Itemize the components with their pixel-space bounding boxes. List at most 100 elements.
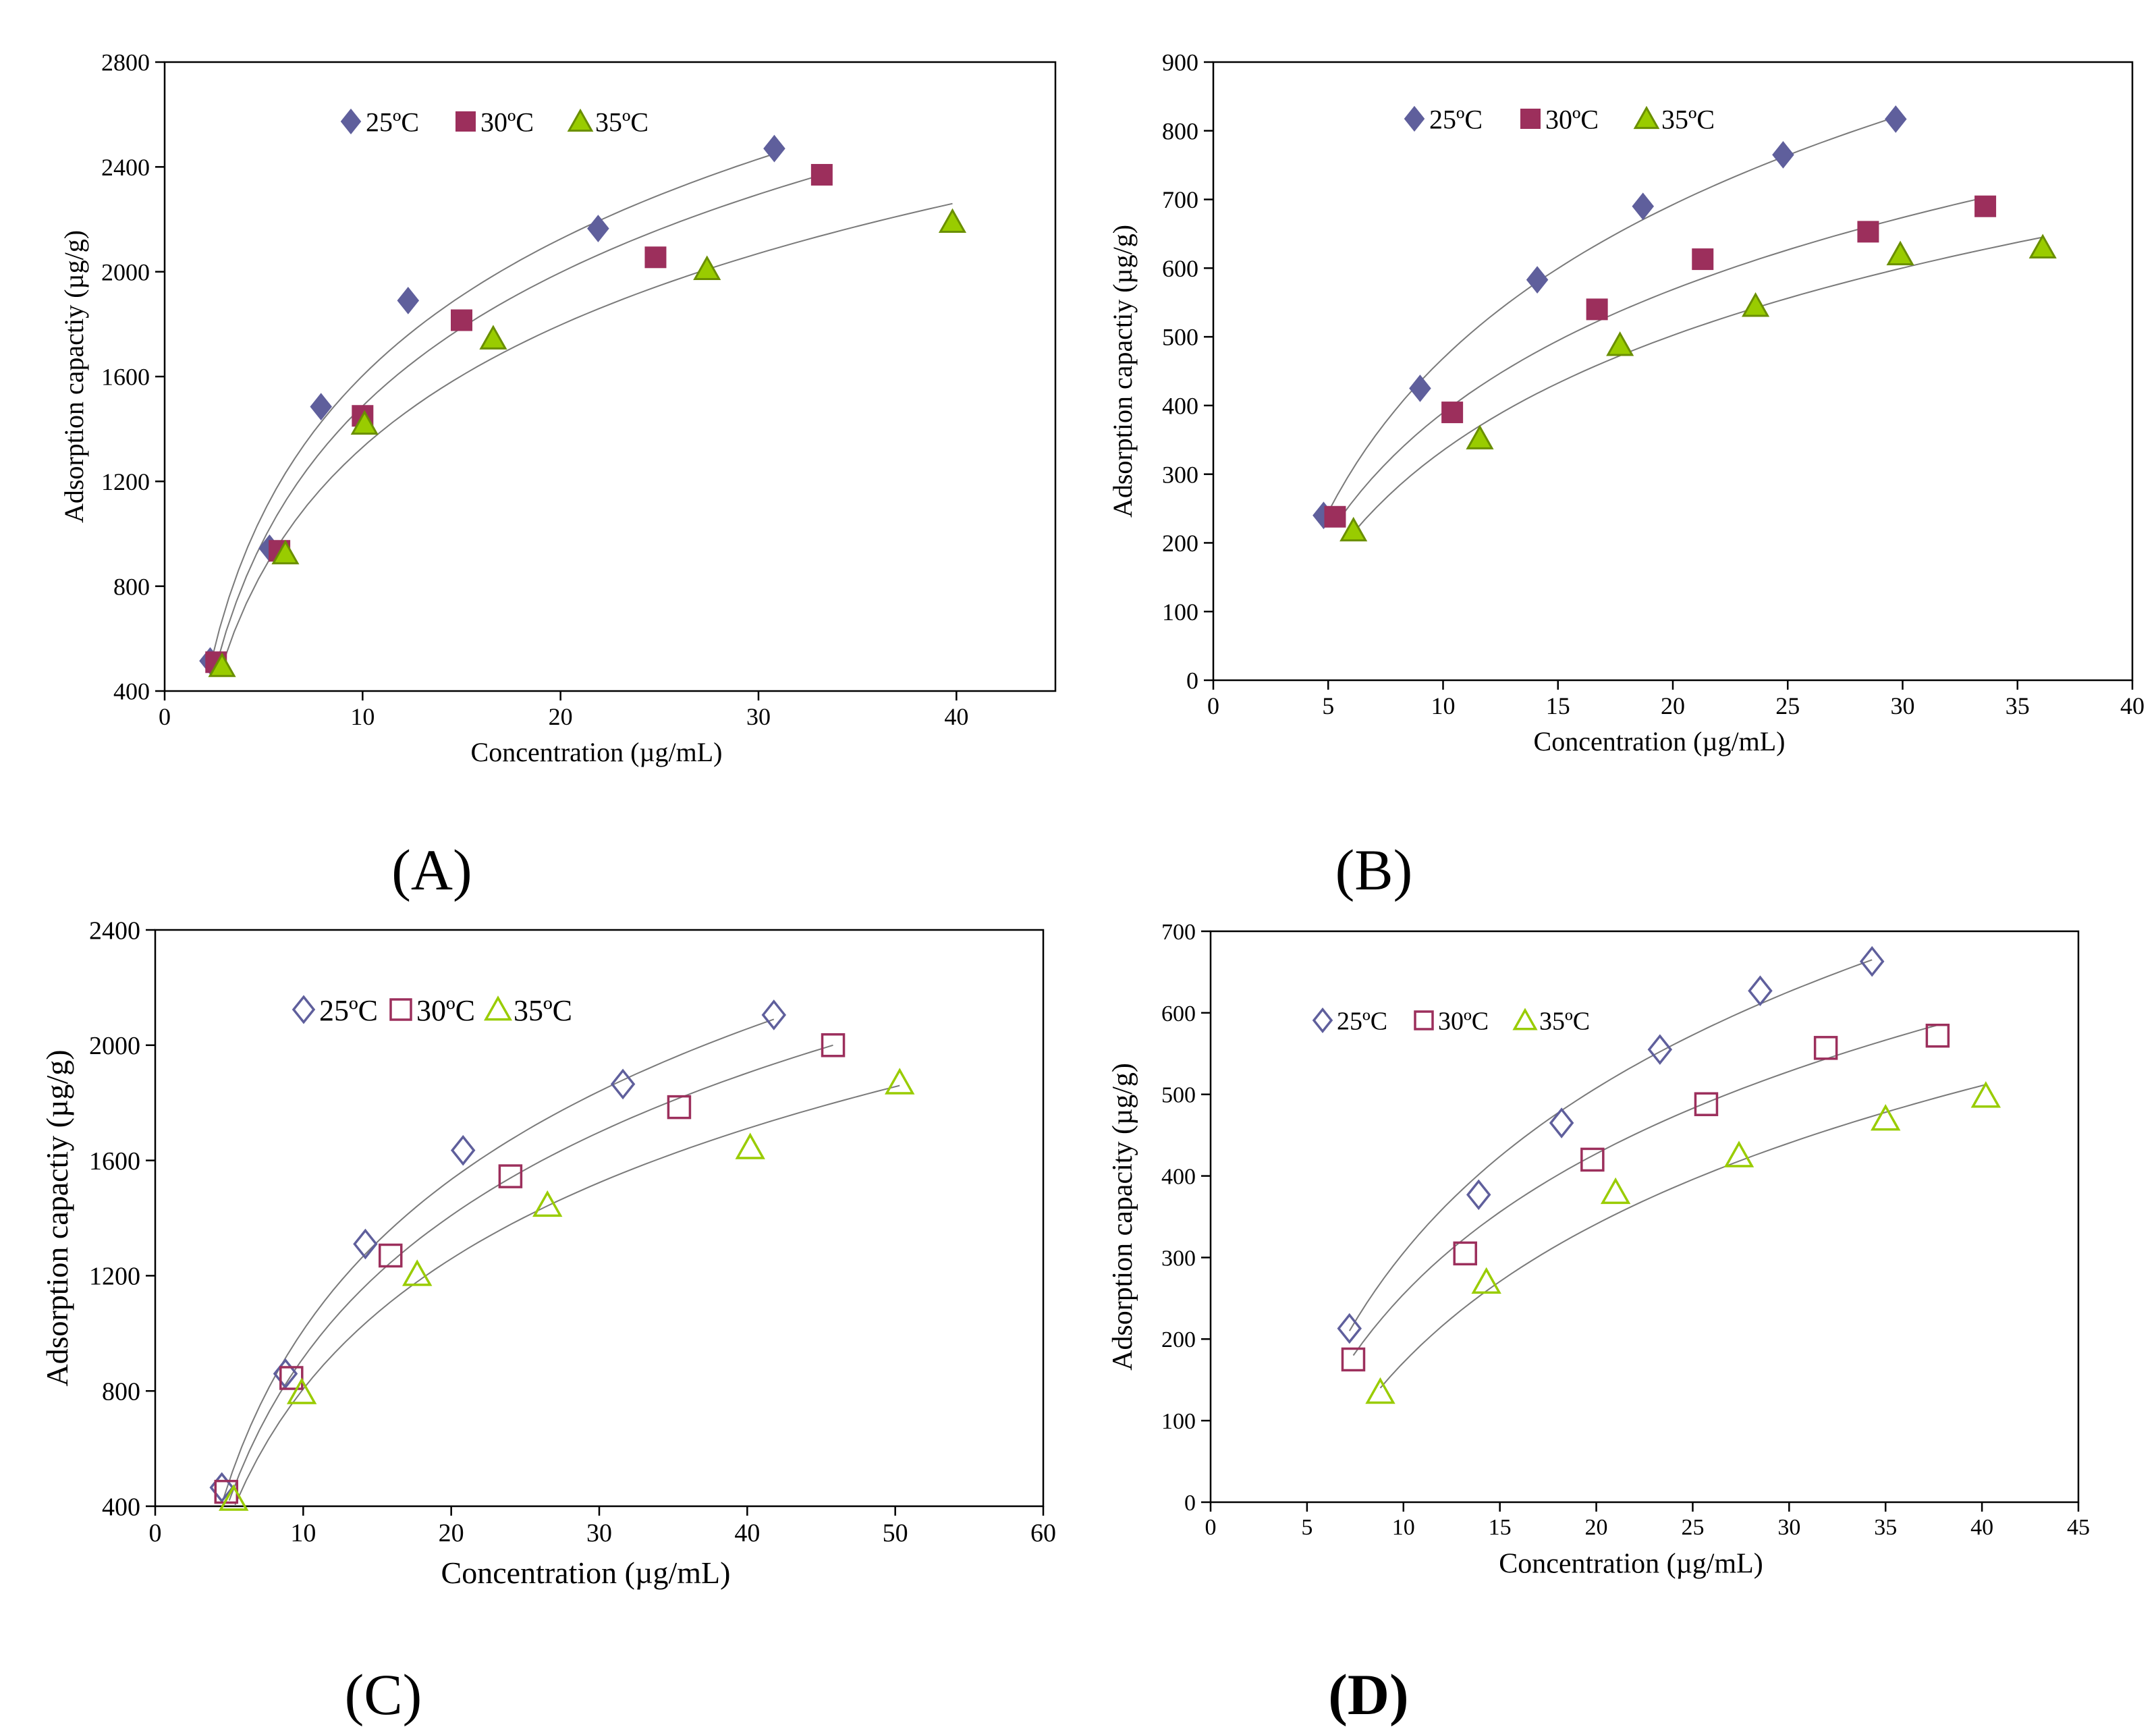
panel-c-label: (C)	[345, 1662, 422, 1727]
panel-a-point-35c	[479, 325, 507, 350]
panel-d-point-35c	[1970, 1081, 2001, 1108]
panel-d-y-tick-label: 400	[1161, 1164, 1196, 1189]
panel-c-x-tick-label: 60	[1030, 1519, 1056, 1547]
panel-c-x-tick-label: 40	[734, 1519, 760, 1547]
panel-d-legend-marker-30c	[1414, 1010, 1434, 1030]
panel-b-point-35c	[1606, 331, 1634, 356]
panel-d-point-25c	[1549, 1107, 1574, 1138]
panel-d-x-tick-label: 25	[1681, 1515, 1704, 1540]
panel-d-y-tick-label: 200	[1161, 1327, 1196, 1352]
panel-c-point-30c	[821, 1033, 846, 1057]
panel-a-x-tick-label: 20	[549, 703, 573, 730]
panel-b-point-25c	[1632, 192, 1655, 221]
panel-b-legend-label-25c: 25ºC	[1429, 104, 1483, 134]
panel-c-x-tick-label: 50	[883, 1519, 908, 1547]
panel-d-plot-frame	[1209, 930, 2080, 1504]
panel-b-point-25c	[1409, 375, 1431, 402]
panel-c-plot-frame	[154, 929, 1045, 1508]
panel-b-chart: 0 100 200 300 400 500 600 700 800 900 0 5 10 15 20 25 30…	[1107, 49, 2145, 902]
panel-c-point-25c	[209, 1472, 234, 1504]
panel-a-y-tick-label: 1200	[101, 468, 150, 495]
panel-a-x-tick-label: 30	[746, 703, 771, 730]
panel-a-y-tick-label: 2400	[101, 154, 150, 181]
panel-b-x-tick-label: 10	[1431, 692, 1456, 719]
panel-d-fit-curve-25	[1348, 959, 1873, 1331]
panel-b-legend-marker-25c	[1404, 105, 1425, 132]
panel-d-x-tick-label: 0	[1205, 1515, 1217, 1540]
panel-d-point-30c	[1341, 1347, 1366, 1372]
panel-b-y-tick-label: 700	[1162, 186, 1198, 213]
panel-b-legend-marker-30c	[1520, 109, 1541, 129]
panel-b-point-25c	[1772, 141, 1794, 169]
panel-c-y-tick-label: 1600	[89, 1147, 140, 1176]
panel-b-point-35c	[1339, 516, 1368, 542]
panel-d-x-axis-label: Concentration (µg/mL)	[1499, 1549, 1763, 1580]
panel-c-x-tick-label: 10	[290, 1519, 316, 1547]
panel-a-legend-label-35c: 35ºC	[595, 107, 648, 137]
panel-d-chart: 0 100 200 300 400 500 600 700 0 5 10 15 20 25 30 35 40 45…	[1107, 920, 2090, 1727]
panel-d-point-35c	[1871, 1104, 1901, 1131]
panel-d-legend-label-35c: 35ºC	[1539, 1008, 1590, 1036]
panel-d-x-tick-label: 30	[1777, 1515, 1800, 1540]
panel-d-y-tick-label: 300	[1161, 1246, 1196, 1271]
panel-c-fit-curve-35	[234, 1084, 900, 1506]
panel-d-x-tick-label: 20	[1585, 1515, 1608, 1540]
panel-c-y-axis-label: Adsorption capactiy (µg/g)	[40, 1049, 74, 1386]
panel-c-point-35c	[885, 1068, 915, 1095]
panel-a-y-tick-label: 2800	[101, 49, 150, 76]
panel-b-y-tick-label: 200	[1162, 530, 1198, 557]
panel-b-x-tick-label: 25	[1775, 692, 1800, 719]
panel-d-x-tick-label: 45	[2067, 1515, 2090, 1540]
panel-a-y-tick-label: 800	[113, 573, 150, 600]
panel-c-point-35c	[286, 1377, 317, 1404]
panel-d-point-25c	[1337, 1313, 1362, 1344]
panel-a-legend-marker-25c	[340, 108, 362, 135]
panel-c-x-tick-label: 20	[439, 1519, 464, 1547]
panel-b-fit-curve-35	[1352, 236, 2043, 533]
panel-a-fit-curve-30	[215, 174, 823, 666]
panel-d-legend-marker-35c	[1512, 1008, 1538, 1030]
panel-a-y-tick-label: 2000	[101, 258, 150, 285]
panel-d-point-25c	[1466, 1179, 1491, 1211]
panel-b-point-30c	[1324, 505, 1346, 528]
panel-d-point-35c	[1471, 1267, 1501, 1294]
panel-d-x-tick-label: 35	[1874, 1515, 1897, 1540]
panel-d-label: (D)	[1328, 1662, 1408, 1727]
panel-d-x-tick-label: 5	[1301, 1515, 1312, 1540]
panel-c-point-30c	[498, 1164, 523, 1188]
panel-b-x-tick-label: 20	[1661, 692, 1685, 719]
panel-b-x-tick-label: 30	[1891, 692, 1915, 719]
panel-b-y-tick-label: 900	[1162, 49, 1198, 76]
panel-b-x-tick-label: 35	[2006, 692, 2030, 719]
panel-b-x-tick-label: 40	[2120, 692, 2145, 719]
panel-d-y-tick-label: 500	[1161, 1083, 1196, 1108]
panel-d-legend-label-30c: 30ºC	[1438, 1008, 1489, 1036]
panel-a-point-35c	[271, 539, 300, 565]
panel-a-plot-frame	[163, 61, 1057, 692]
panel-a-point-35c	[693, 255, 721, 280]
panel-d-y-axis-label: Adsorption capacity (µg/g)	[1107, 1063, 1138, 1371]
panel-c-legend-label-35c: 35ºC	[514, 994, 572, 1027]
panel-a-point-35c	[350, 410, 379, 435]
panel-c-point-35c	[219, 1484, 249, 1511]
panel-c-fit-curve-25	[222, 1018, 775, 1499]
panel-c-point-25c	[610, 1068, 636, 1100]
panel-d-legend-label-25c: 25ºC	[1337, 1008, 1387, 1036]
panel-b-point-30c	[1692, 248, 1714, 271]
panel-c-point-35c	[735, 1132, 765, 1159]
panel-a-chart: 400 800 1200 1600 2000 2400 2800 0 10 20 30 40 Conce…	[59, 49, 1057, 902]
panel-a-point-25c	[763, 134, 785, 163]
panel-b-plot-frame	[1212, 61, 2134, 682]
panel-c-fit-curve-30	[228, 1044, 833, 1501]
panel-b-legend-label-35c: 35ºC	[1661, 104, 1715, 134]
panel-d-x-tick-label: 10	[1392, 1515, 1415, 1540]
panel-b-point-30c	[1586, 298, 1608, 321]
panel-b-fit-curve-30	[1339, 196, 1986, 520]
panel-c-legend-label-30c: 30ºC	[416, 994, 475, 1027]
panel-d-point-35c	[1600, 1177, 1631, 1205]
panel-a-point-25c	[310, 393, 333, 421]
panel-b-label: (B)	[1335, 837, 1413, 902]
panel-d-point-35c	[1365, 1377, 1395, 1404]
panel-c-chart: 400 800 1200 1600 2000 2400 0 10 20 30 40 50 60 Conce…	[40, 916, 1056, 1727]
